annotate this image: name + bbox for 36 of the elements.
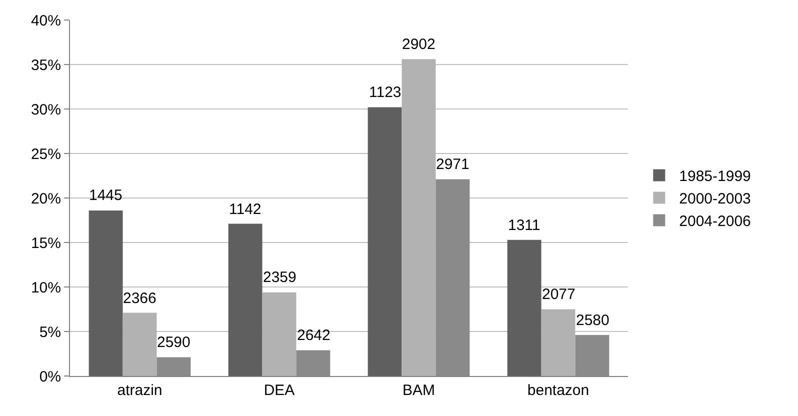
annotation: 2971 [436,156,470,173]
annotation: 1445 [89,187,122,204]
y-tick-label: 0% [39,368,61,386]
legend-label: 1985-1999 [679,168,751,186]
bar [262,292,296,376]
bar [507,240,542,376]
y-tick-label: 40% [30,12,61,30]
bar [122,312,157,376]
annotation: 2366 [123,290,156,307]
annotation: 2642 [297,327,330,344]
x-tick-label: BAM [402,382,436,399]
annotation: 2590 [157,334,190,351]
bar [88,210,123,376]
bar [541,309,576,376]
annotation: 1142 [229,201,262,218]
y-tick-label: 10% [30,279,61,296]
x-tick-label: bentazon [527,382,590,399]
legend-label: 2000-2003 [679,190,751,208]
annotation: 2359 [263,269,296,286]
annotation: 2580 [576,312,610,329]
bar [368,107,402,376]
bar [402,59,436,376]
y-tick-label: 30% [30,101,61,118]
bar [228,224,262,376]
y-tick-label: 15% [30,234,61,252]
x-tick-label: DEA [264,382,295,399]
annotation: 1123 [369,84,402,101]
y-tick-label: 20% [30,190,61,208]
x-tick-label: atrazin [117,382,162,399]
annotation: 1311 [508,217,540,234]
y-tick-label: 25% [30,146,61,163]
y-tick-label: 5% [39,324,61,341]
annotation: 2902 [402,36,436,53]
legend-label: 2004-2006 [679,213,751,230]
y-tick-label: 35% [30,56,61,74]
annotation: 2077 [542,286,576,303]
